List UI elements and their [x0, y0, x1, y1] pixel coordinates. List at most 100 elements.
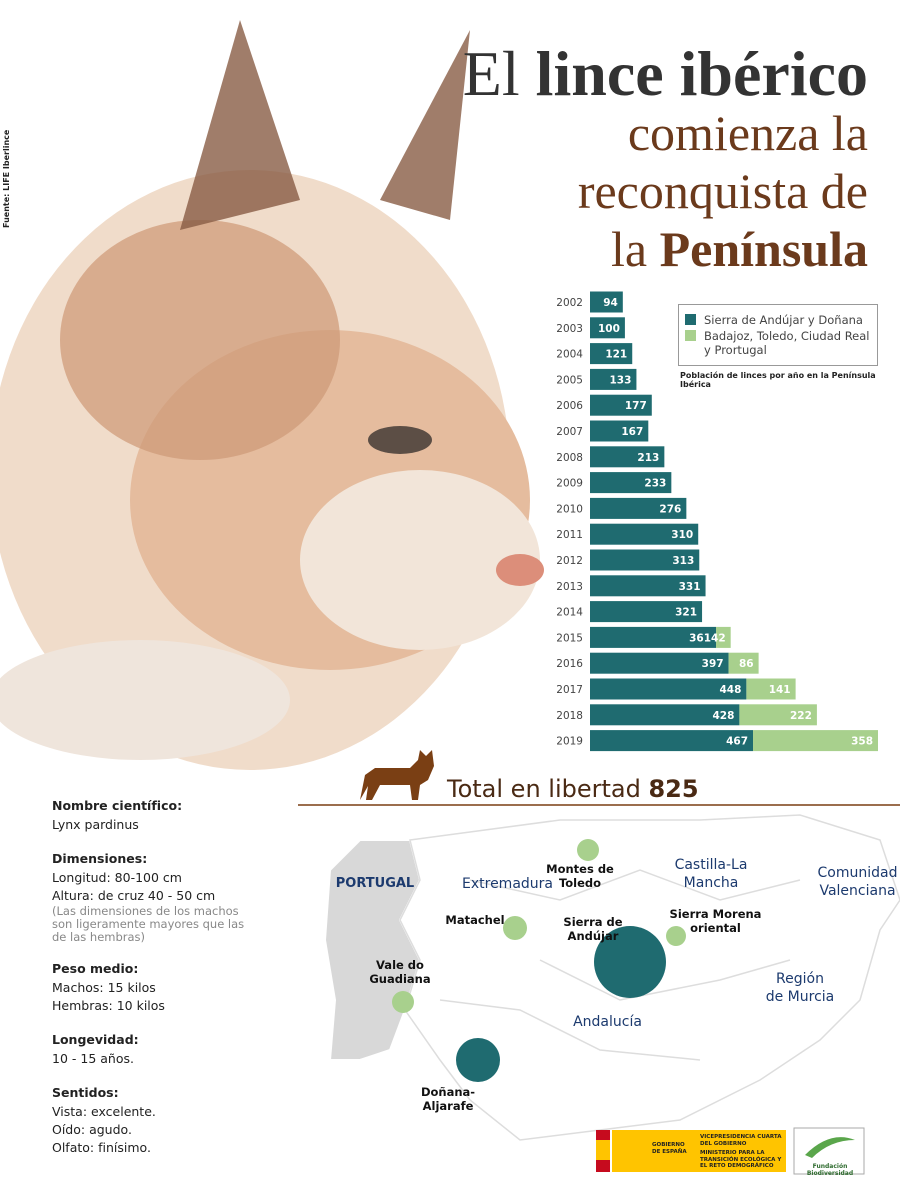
- data-label: 313: [672, 555, 694, 567]
- y-tick-label: 2007: [556, 426, 583, 438]
- bar: [590, 368, 637, 390]
- data-label: 100: [598, 323, 620, 335]
- title-line: la Península: [611, 221, 868, 277]
- legend: Sierra de Andújar y Doñana Badajoz, Toled…: [678, 304, 878, 366]
- map-label-line: Toledo: [558, 876, 602, 890]
- fact-heading: Nombre científico:: [52, 798, 183, 813]
- bar: [746, 678, 796, 700]
- y-tick-label: 2004: [556, 349, 583, 361]
- map-label-line: Aljarafe: [422, 1099, 474, 1113]
- map-label-line: Matachel: [445, 913, 505, 927]
- total: Total en libertad 825: [446, 775, 699, 803]
- data-label: 361: [689, 632, 711, 644]
- title-line: comienza la: [628, 105, 868, 161]
- data-label: 141: [769, 684, 791, 696]
- logo-text: MINISTERIO PARA LA TRANSICIÓN ECOLÓGICA …: [700, 1150, 782, 1169]
- logo-leaf: [805, 1137, 855, 1158]
- bar: [590, 317, 625, 339]
- bar: [753, 730, 878, 752]
- legend-item: Sierra de Andújar y Doñana: [685, 313, 871, 327]
- bar: [590, 601, 703, 623]
- bar: [728, 652, 759, 674]
- map-label: Comunidad Valenciana: [815, 864, 900, 900]
- data-label: 222: [790, 710, 812, 722]
- y-tick-label: 2013: [556, 581, 583, 593]
- legend-swatch: [685, 314, 696, 325]
- fact: Dimensiones: Longitud: 80-100 cm Altura: d…: [52, 851, 292, 944]
- map-label-line: Andalucía: [573, 1014, 642, 1030]
- title-part: El: [463, 38, 520, 109]
- y-tick-label: 2018: [556, 710, 583, 722]
- map-label: Montes de Toledo: [540, 862, 620, 890]
- legend-label: Badajoz, Toledo, Ciudad Real y Prortugal: [704, 329, 870, 357]
- map-label-line: Valenciana: [819, 883, 896, 899]
- logo-text: VICEPRESIDENCIA CUARTA DEL GOBIERNO: [700, 1134, 782, 1147]
- data-label: 213: [637, 452, 659, 464]
- map-label-line: Sierra de Andújar: [563, 915, 623, 943]
- data-label: 358: [851, 736, 873, 748]
- title-line: reconquista de: [578, 163, 868, 219]
- fact-heading: Sentidos:: [52, 1085, 119, 1100]
- fact-line: Lynx pardinus: [52, 817, 139, 832]
- fact: Nombre científico: Lynx pardinus: [52, 798, 292, 834]
- data-label: 94: [603, 297, 618, 309]
- fact-line: Altura: de cruz 40 - 50 cm: [52, 888, 216, 903]
- bar: [590, 472, 672, 494]
- y-tick-label: 2015: [556, 632, 583, 644]
- bar: [590, 549, 700, 571]
- bar: [590, 446, 665, 468]
- facts: Nombre científico: Lynx pardinus Dimension…: [52, 798, 292, 1174]
- data-label: 121: [605, 349, 627, 361]
- fact-heading: Longevidad:: [52, 1032, 139, 1047]
- title-part: la: [611, 221, 647, 277]
- bar: [716, 626, 731, 648]
- logo-box: [696, 1130, 786, 1172]
- map-label-line: Montes de: [546, 862, 614, 876]
- title-part: lince ibérico: [536, 38, 868, 109]
- map-label: Castilla-La Mancha: [646, 856, 776, 892]
- title-part: Península: [660, 221, 868, 277]
- data-label: 276: [659, 503, 681, 515]
- fact-note: de las hembras): [52, 930, 146, 944]
- map-label-line: Extremadura: [462, 876, 553, 892]
- bar: [590, 394, 652, 416]
- legend-item: Badajoz, Toledo, Ciudad Real y Prortugal: [685, 329, 871, 357]
- legend-label: Sierra de Andújar y Doñana: [704, 313, 863, 327]
- map-label: Doñana- Aljarafe: [418, 1085, 478, 1113]
- map-label: Andalucía: [570, 1013, 645, 1031]
- map-label: PORTUGAL: [335, 877, 415, 891]
- fact-line: Oído: agudo.: [52, 1122, 132, 1137]
- bar: [590, 730, 754, 752]
- map-label: Vale do Guadiana: [360, 958, 440, 986]
- y-tick-label: 2003: [556, 323, 583, 335]
- bar: [590, 652, 729, 674]
- source: Fuente: LIFE Iberlince: [2, 129, 11, 228]
- data-label: 42: [711, 632, 726, 644]
- logo-text: Fundación Biodiversidad: [806, 1163, 854, 1177]
- fact-line: Longitud: 80-100 cm: [52, 870, 182, 885]
- y-tick-label: 2017: [556, 684, 583, 696]
- map-label-line: de Murcia: [765, 989, 835, 1005]
- map-label-line: Doñana-: [420, 1085, 476, 1099]
- data-label: 397: [702, 658, 724, 670]
- fact-heading: Peso medio:: [52, 961, 139, 976]
- fact-note: son ligeramente mayores que las: [52, 917, 245, 931]
- bar: [590, 343, 633, 365]
- bar: [590, 575, 706, 597]
- data-label: 321: [675, 607, 697, 619]
- y-tick-label: 2016: [556, 658, 583, 670]
- fact-line: Machos: 15 kilos: [52, 980, 156, 995]
- bar: [590, 497, 687, 519]
- map-label-line: Guadiana: [369, 972, 431, 986]
- fact-heading: Dimensiones:: [52, 851, 148, 866]
- total-value: 825: [648, 775, 698, 803]
- map-label-line: oriental: [690, 921, 741, 935]
- logo-box: [793, 1127, 865, 1175]
- bar: [590, 626, 717, 648]
- flag: [596, 1140, 610, 1160]
- y-tick-label: 2012: [556, 555, 583, 567]
- map-label-line: Comunidad: [817, 865, 898, 881]
- fact-line: Vista: excelente.: [52, 1104, 156, 1119]
- title-line: El lince ibérico: [463, 38, 868, 109]
